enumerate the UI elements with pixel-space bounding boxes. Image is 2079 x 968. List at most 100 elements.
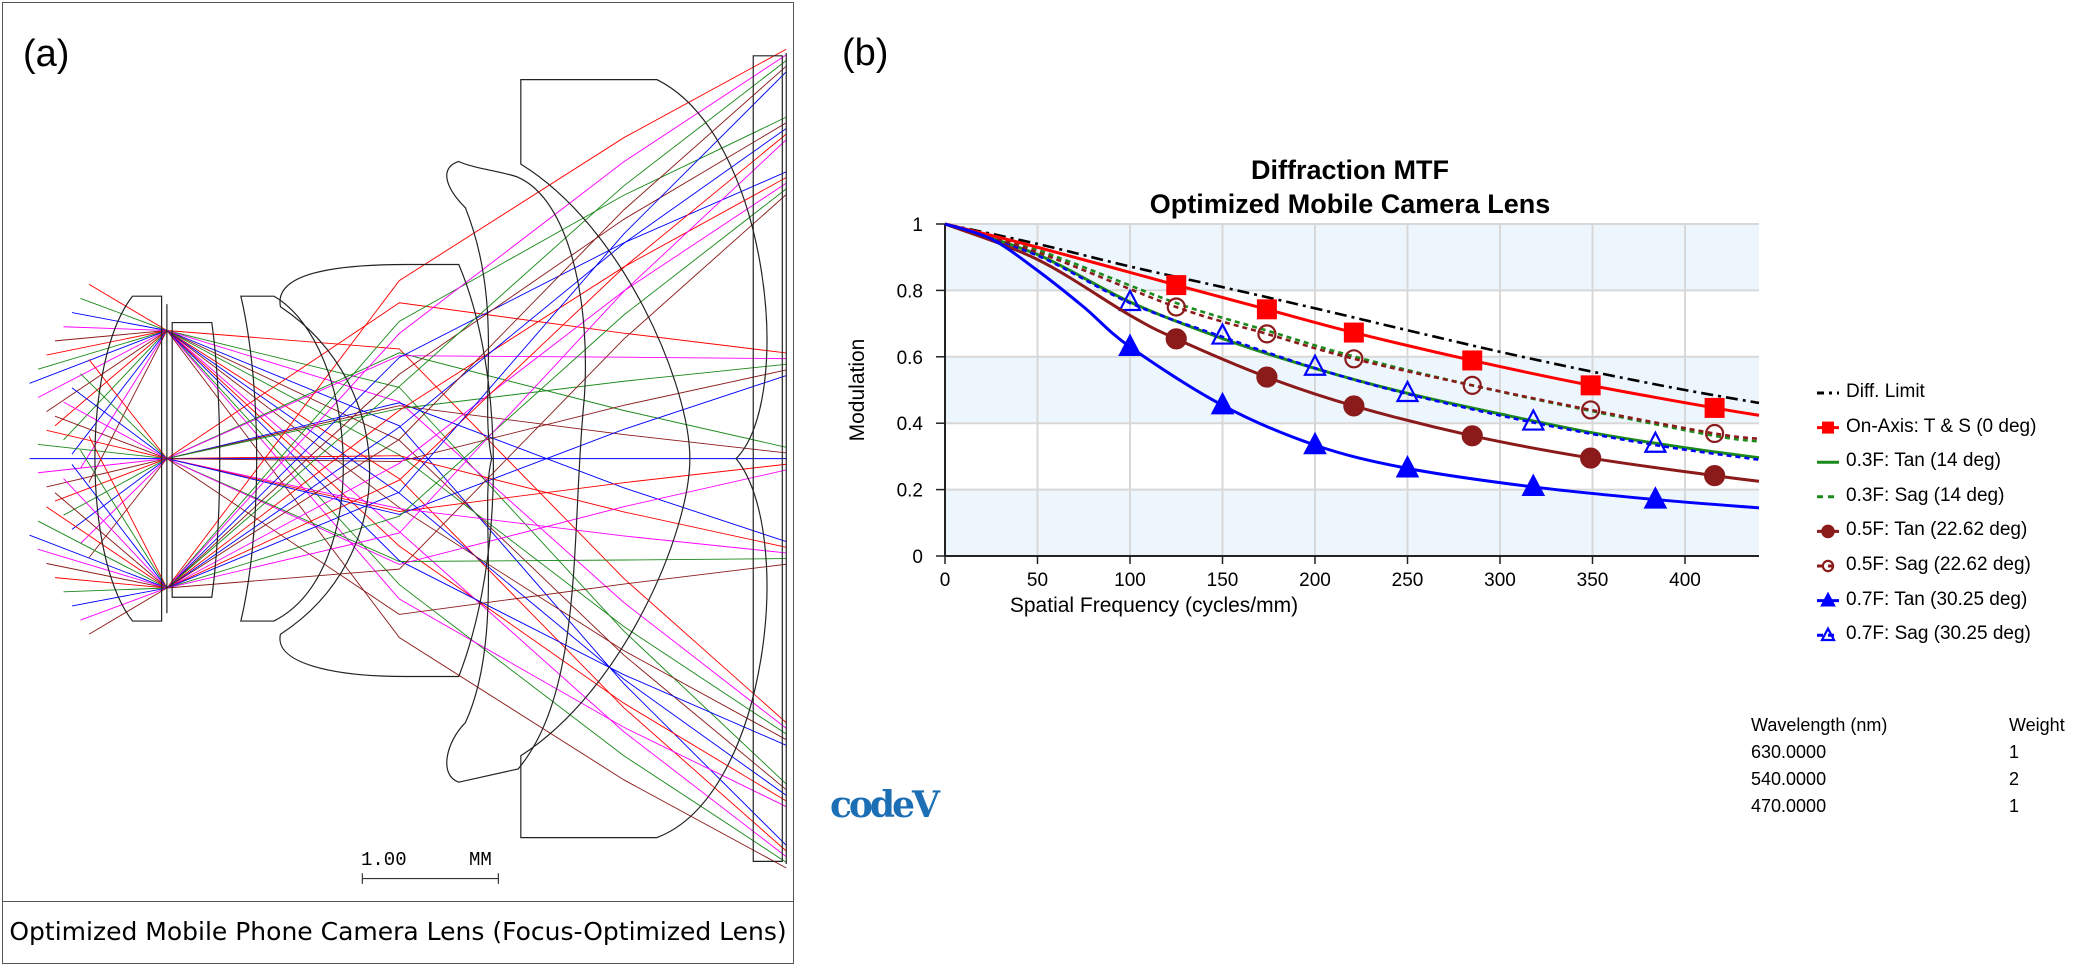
data-point-marker xyxy=(1581,400,1601,420)
x-tick-label: 400 xyxy=(1669,570,1701,591)
ray xyxy=(88,330,168,483)
ray xyxy=(166,330,787,746)
ray xyxy=(54,330,168,427)
wavelength-value: 470.0000 xyxy=(1751,796,1827,816)
data-point-marker xyxy=(1580,447,1602,469)
ray xyxy=(46,330,168,413)
ray xyxy=(166,194,787,589)
x-tick-label: 200 xyxy=(1299,570,1331,591)
lens-ray-trace-diagram xyxy=(29,48,787,884)
legend-entry: 0.3F: Sag (14 deg) xyxy=(1846,484,2005,506)
ray xyxy=(166,133,787,589)
ray xyxy=(166,455,787,548)
ray xyxy=(80,373,168,459)
ray xyxy=(80,587,168,621)
ray xyxy=(37,443,167,460)
ray xyxy=(46,506,168,589)
ray xyxy=(54,577,167,589)
ray xyxy=(88,283,168,331)
x-tick-label: 100 xyxy=(1114,570,1146,591)
data-point-marker xyxy=(1521,408,1546,431)
x-tick-label: 150 xyxy=(1207,570,1239,591)
lens-element-2 xyxy=(171,321,221,598)
ray xyxy=(166,352,787,460)
scale-bar-unit: MM xyxy=(469,849,492,871)
ray xyxy=(166,128,787,589)
data-point-marker xyxy=(1704,423,1725,444)
legend-entry: 0.3F: Tan (14 deg) xyxy=(1846,450,2001,472)
legend-entry: Diff. Limit xyxy=(1846,381,1925,402)
ray xyxy=(46,330,167,356)
scale-bar xyxy=(361,873,499,884)
y-tick-label: 0 xyxy=(912,547,923,568)
x-tick-label: 250 xyxy=(1392,570,1424,591)
data-point-marker xyxy=(1166,275,1187,296)
ray xyxy=(88,435,168,589)
data-point-marker xyxy=(1521,473,1546,497)
ray xyxy=(166,330,787,846)
y-tick-label: 0.4 xyxy=(897,414,924,435)
ray xyxy=(71,464,168,589)
data-point-marker xyxy=(1210,391,1235,415)
series-7 xyxy=(944,222,1760,462)
ray xyxy=(71,330,168,455)
codev-logo: codeV xyxy=(830,784,940,826)
ray xyxy=(37,520,168,589)
series-line xyxy=(944,222,1760,441)
ray xyxy=(166,65,787,589)
ray xyxy=(166,355,787,460)
series-line xyxy=(944,222,1760,443)
ray xyxy=(71,387,168,459)
legend-entry: On-Axis: T & S (0 deg) xyxy=(1846,415,2037,437)
ray xyxy=(54,330,167,342)
legend-entry: 0.7F: Sag (30.25 deg) xyxy=(1846,623,2031,645)
ray xyxy=(29,534,168,589)
data-point-marker xyxy=(1343,322,1364,343)
ray xyxy=(71,587,167,607)
ray xyxy=(29,330,168,384)
ray xyxy=(166,458,787,562)
ray xyxy=(166,188,787,589)
legend-entry: 0.7F: Tan (30.25 deg) xyxy=(1846,588,2028,610)
ray xyxy=(166,122,787,589)
series-5 xyxy=(944,222,1760,444)
ray xyxy=(71,312,167,331)
lens-element-4 xyxy=(279,263,494,678)
ray xyxy=(63,478,168,589)
panel-b-label: (b) xyxy=(842,32,889,74)
x-axis-label: Spatial Frequency (cycles/mm) xyxy=(1009,594,1299,617)
ray xyxy=(166,177,787,589)
series-line xyxy=(944,222,1760,405)
ray xyxy=(166,458,787,565)
data-point-marker xyxy=(1395,379,1420,403)
data-point-marker xyxy=(1643,430,1668,453)
ray xyxy=(166,330,787,791)
ray xyxy=(166,369,787,462)
ray xyxy=(166,54,787,589)
y-tick-label: 0.2 xyxy=(897,481,923,502)
ray xyxy=(46,429,168,460)
data-point-marker xyxy=(1256,366,1278,388)
ray xyxy=(63,330,168,441)
data-point-marker xyxy=(1462,375,1482,395)
panel-a-caption: Optimized Mobile Phone Camera Lens (Focu… xyxy=(9,917,787,946)
lens-element-3 xyxy=(240,295,344,622)
ray xyxy=(166,182,787,589)
ray xyxy=(166,330,787,741)
chart-title: Diffraction MTF xyxy=(1251,155,1449,185)
ray xyxy=(80,298,168,331)
ray xyxy=(37,548,168,589)
ray xyxy=(166,458,787,554)
ray xyxy=(166,458,787,615)
data-point-marker xyxy=(1703,465,1726,487)
data-point-marker xyxy=(1344,349,1364,369)
panel-a-label: (a) xyxy=(23,33,70,75)
ray xyxy=(166,330,787,802)
plot-band xyxy=(945,489,1759,556)
lens-element-1 xyxy=(94,295,163,622)
ray xyxy=(88,587,168,635)
ray xyxy=(166,48,787,589)
data-point-marker xyxy=(1165,328,1187,350)
y-tick-label: 0.8 xyxy=(897,281,923,302)
ray xyxy=(166,330,787,724)
